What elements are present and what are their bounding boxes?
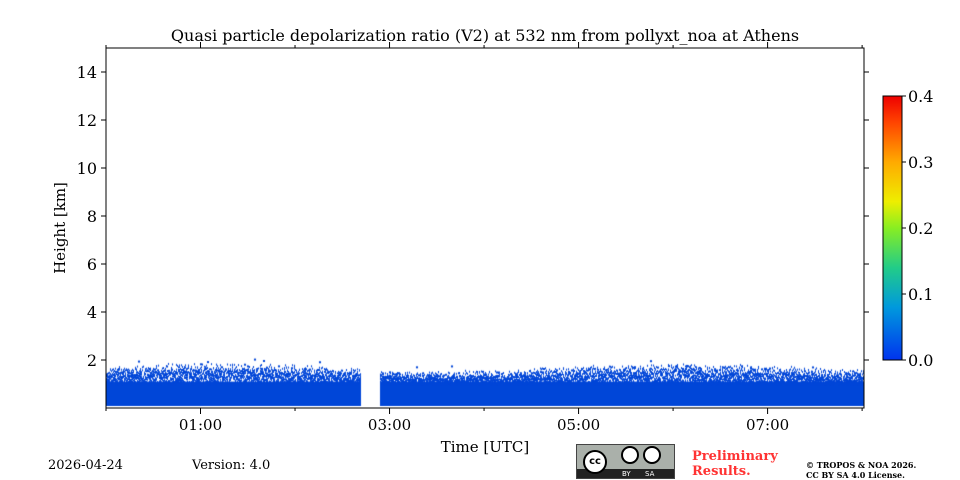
copyright-notice: © TROPOS & NOA 2026. CC BY SA 4.0 License…: [806, 460, 916, 480]
colorbar-tick-label: 0.3: [908, 153, 933, 172]
copyright-line-1: © TROPOS & NOA 2026.: [806, 460, 917, 470]
plot-frame: [105, 47, 865, 409]
x-tick-label: 03:00: [368, 416, 411, 434]
colorbar-tick-label: 0.0: [908, 351, 933, 370]
y-tick-label: 2: [87, 351, 97, 370]
preliminary-line-1: Preliminary: [692, 449, 778, 464]
sa-label: SA: [645, 470, 655, 478]
person-icon: [621, 446, 639, 464]
by-label: BY: [622, 470, 631, 478]
colorbar-tick-label: 0.2: [908, 219, 933, 238]
x-tick-label: 01:00: [179, 416, 222, 434]
x-tick-label: 07:00: [746, 416, 789, 434]
colorbar-tick-label: 0.1: [908, 285, 933, 304]
cc-icon: cc: [583, 450, 607, 474]
preliminary-line-2: Results.: [692, 464, 751, 479]
y-tick-label: 12: [77, 111, 97, 130]
share-alike-icon: [643, 446, 661, 464]
y-tick-label: 14: [77, 63, 97, 82]
copyright-line-2: CC BY SA 4.0 License.: [806, 470, 905, 480]
cc-license-badge: cc BY SA: [576, 444, 675, 479]
date-label: 2026-04-24: [48, 458, 123, 473]
version-label: Version: 4.0: [192, 458, 271, 473]
y-tick-label: 4: [87, 303, 97, 322]
y-tick-label: 8: [87, 207, 97, 226]
y-tick-label: 10: [77, 159, 97, 178]
x-axis-label: Time [UTC]: [440, 438, 530, 456]
preliminary-notice: Preliminary Results.: [692, 449, 778, 479]
x-tick-label: 05:00: [557, 416, 600, 434]
y-tick-label: 6: [87, 255, 97, 274]
data-plot-area: [106, 48, 864, 408]
colorbar-tick-label: 0.4: [908, 87, 933, 106]
colorbar: [882, 95, 903, 361]
chart-title: Quasi particle depolarization ratio (V2)…: [170, 26, 800, 45]
